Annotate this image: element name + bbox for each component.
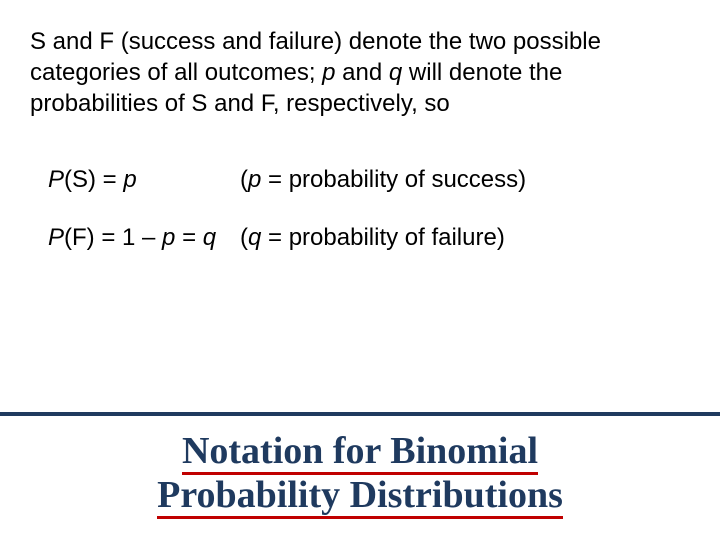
formula-left: P(F) = 1 – p = q (48, 224, 240, 252)
formula-row: P(S) = p(p = probability of success) (48, 166, 690, 194)
slide-footer: Notation for Binomial Probability Distri… (0, 412, 720, 540)
intro-text: S and F (success and failure) denote the… (30, 26, 690, 120)
formula-right: (p = probability of success) (240, 166, 526, 193)
formula-right: (q = probability of failure) (240, 224, 505, 251)
title-line-1: Notation for Binomial (182, 430, 538, 475)
slide-title: Notation for Binomial Probability Distri… (0, 416, 720, 527)
formula-row: P(F) = 1 – p = q(q = probability of fail… (48, 224, 690, 252)
formula-left: P(S) = p (48, 166, 240, 194)
title-line-2: Probability Distributions (157, 474, 563, 519)
formula-block: P(S) = p(p = probability of success) P(F… (30, 166, 690, 252)
